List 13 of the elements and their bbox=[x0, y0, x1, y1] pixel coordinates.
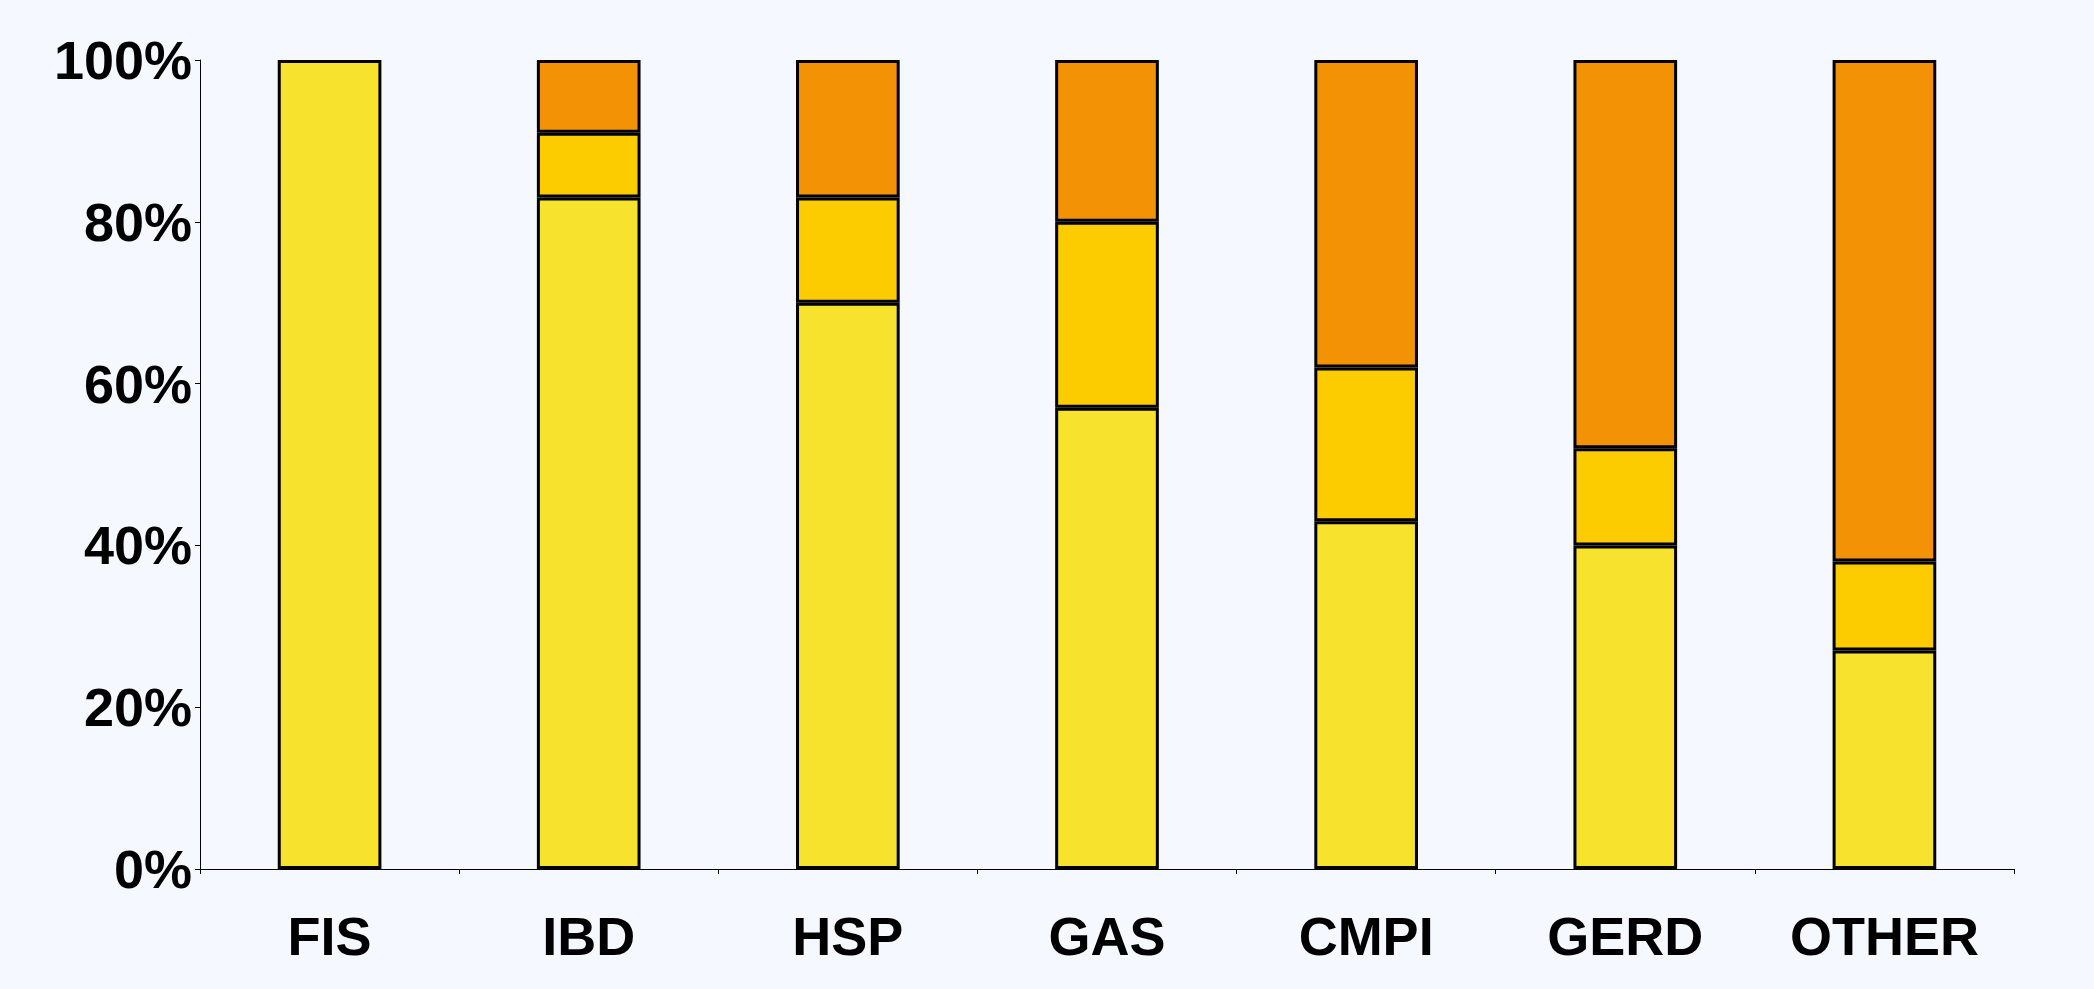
y-tick-label: 100% bbox=[53, 30, 192, 90]
y-tick-label: 0% bbox=[113, 839, 192, 899]
y-tick-label: 40% bbox=[83, 515, 192, 576]
x-tick-label: OTHER bbox=[1789, 906, 1979, 966]
y-tick-label: 20% bbox=[83, 677, 192, 738]
x-tick-label: HSP bbox=[792, 906, 904, 966]
y-tick-label: 80% bbox=[83, 191, 192, 252]
y-tick-label: 60% bbox=[83, 353, 192, 414]
x-tick-label: IBD bbox=[542, 906, 636, 966]
x-tick-label: GAS bbox=[1048, 906, 1166, 966]
x-tick-label: CMPI bbox=[1298, 906, 1434, 966]
x-tick-label: GERD bbox=[1547, 906, 1704, 966]
x-tick-label: FIS bbox=[287, 906, 372, 966]
